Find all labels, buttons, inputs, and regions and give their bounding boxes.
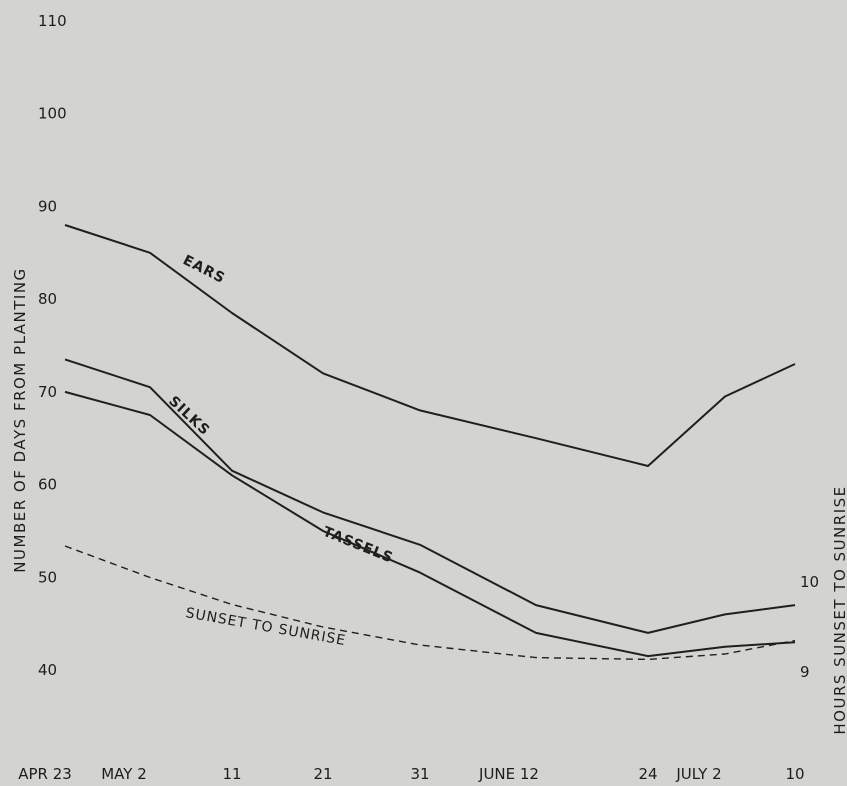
x-tick-label: 10 <box>785 765 804 783</box>
y-tick-label: 90 <box>38 197 57 215</box>
y2-axis-title: HOURS SUNSET TO SUNRISE <box>831 485 847 734</box>
y2-axis-ticks: 10 9 <box>800 573 819 681</box>
x-axis-ticks: APR 23 MAY 2 11 21 31 JUNE 12 24 JULY 2 10 <box>18 765 804 783</box>
y-axis-ticks: 110 100 90 80 70 60 50 40 <box>38 12 67 679</box>
series-line-silks <box>64 358 796 634</box>
y-tick-label: 70 <box>38 383 57 401</box>
x-tick-label: 31 <box>410 765 429 783</box>
series-line-ears <box>64 224 796 467</box>
series-line-tassels <box>64 390 796 658</box>
y-tick-label: 80 <box>38 290 57 308</box>
y-tick-label: 60 <box>38 476 57 494</box>
x-tick-label: JUNE 12 <box>478 765 539 783</box>
x-tick-label: MAY 2 <box>101 765 147 783</box>
x-tick-label: 11 <box>222 765 241 783</box>
y-tick-label: 110 <box>38 12 67 30</box>
x-tick-label: JULY 2 <box>675 765 721 783</box>
y-axis-title: NUMBER OF DAYS FROM PLANTING <box>11 267 29 572</box>
series-label-tassels: TASSELS <box>321 524 396 567</box>
x-tick-label: 21 <box>313 765 332 783</box>
series-line-sunset-to-sunrise <box>64 545 796 661</box>
x-tick-label: 24 <box>638 765 657 783</box>
y-tick-label: 100 <box>38 105 67 123</box>
series-label-ears: EARS <box>180 252 228 287</box>
y2-tick-label: 9 <box>800 663 810 681</box>
y-tick-label: 50 <box>38 568 57 586</box>
series-lines <box>64 224 796 661</box>
y-tick-label: 40 <box>38 661 57 679</box>
x-tick-label: APR 23 <box>18 765 72 783</box>
y2-tick-label: 10 <box>800 573 819 591</box>
